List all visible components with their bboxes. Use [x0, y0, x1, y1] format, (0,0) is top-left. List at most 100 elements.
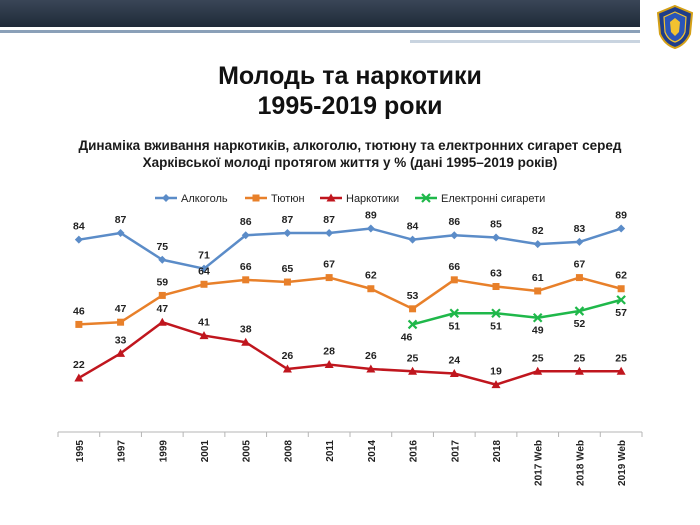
data-point — [74, 235, 83, 244]
data-label: 83 — [574, 223, 586, 235]
header-band — [0, 0, 640, 27]
data-point — [282, 364, 292, 373]
data-point — [616, 366, 626, 375]
x-tick-label: 2014 — [367, 440, 378, 463]
data-point — [116, 228, 125, 237]
x-tick-label: 2016 — [409, 440, 420, 463]
data-point — [492, 283, 500, 291]
data-label: 75 — [156, 241, 168, 253]
emblem-logo — [656, 4, 694, 50]
data-label: 33 — [115, 334, 127, 346]
data-point — [617, 224, 626, 233]
x-tick-label: 2005 — [242, 440, 253, 463]
data-point — [450, 276, 458, 284]
line-chart: Алкоголь Тютюн Наркотики Електронні сигарет… — [57, 193, 643, 486]
data-label: 41 — [198, 317, 210, 329]
data-point — [407, 319, 418, 330]
data-label: 28 — [323, 346, 335, 358]
data-point — [367, 285, 375, 293]
data-point — [492, 233, 500, 242]
data-label: 59 — [156, 276, 168, 288]
data-label: 84 — [407, 221, 419, 233]
data-label: 24 — [448, 354, 460, 366]
data-point — [491, 308, 501, 319]
data-point — [75, 320, 83, 328]
data-label: 46 — [73, 305, 85, 317]
data-label: 51 — [490, 320, 502, 332]
data-label: 65 — [282, 263, 294, 275]
data-point — [408, 235, 417, 244]
data-point — [242, 276, 250, 284]
data-label: 87 — [282, 214, 294, 226]
data-point — [283, 228, 292, 237]
header-divider-short — [410, 40, 640, 43]
data-point — [617, 285, 625, 293]
data-point — [574, 306, 585, 316]
data-point — [117, 318, 125, 326]
data-label: 46 — [401, 331, 413, 343]
data-label: 25 — [574, 352, 586, 364]
data-point — [241, 337, 251, 346]
data-label: 61 — [532, 272, 544, 284]
data-point — [241, 231, 250, 240]
data-point — [575, 237, 584, 246]
data-point — [449, 308, 460, 319]
data-label: 25 — [615, 352, 627, 364]
x-tick-label: 2018 — [492, 440, 503, 463]
x-tick-label: 2011 — [325, 440, 336, 462]
data-label: 51 — [448, 320, 460, 332]
x-tick-label: 1995 — [75, 440, 86, 463]
legend-label-3: Електронні сигарети — [441, 193, 545, 205]
data-point — [366, 364, 376, 373]
data-point — [116, 348, 126, 357]
data-label: 22 — [73, 359, 85, 371]
data-label: 86 — [448, 216, 460, 228]
data-label: 53 — [407, 290, 419, 302]
data-label: 89 — [615, 210, 627, 222]
data-point — [533, 366, 543, 375]
data-point — [450, 231, 459, 240]
data-label: 25 — [407, 352, 419, 364]
data-label: 52 — [574, 318, 586, 330]
data-point — [409, 305, 417, 313]
data-label: 67 — [574, 259, 586, 271]
data-label: 85 — [490, 218, 502, 230]
series-line-0 — [78, 227, 622, 270]
data-point — [616, 295, 626, 305]
x-tick-label: 2017 Web — [534, 440, 545, 486]
data-point — [408, 366, 418, 375]
data-point — [534, 287, 542, 295]
data-label: 57 — [615, 307, 627, 319]
data-point — [574, 366, 584, 375]
legend-marker-1 — [252, 194, 260, 202]
data-point — [533, 240, 542, 249]
legend-marker-3 — [421, 193, 431, 203]
data-label: 71 — [198, 250, 210, 262]
data-point — [491, 380, 501, 389]
data-point — [74, 373, 84, 382]
chart-subtitle-line2: Харківської молоді протягом життя у % (д… — [142, 155, 558, 170]
data-point — [324, 360, 334, 369]
x-tick-label: 1999 — [158, 440, 169, 463]
legend-label-0: Алкоголь — [181, 193, 228, 205]
x-tick-label: 2001 — [200, 440, 211, 463]
data-label: 82 — [532, 225, 544, 237]
data-point — [200, 280, 208, 288]
data-label: 66 — [448, 261, 460, 273]
x-tick-label: 2018 Web — [575, 440, 586, 486]
data-point — [366, 224, 375, 233]
x-tick-label: 2008 — [283, 440, 294, 463]
data-label: 26 — [365, 350, 377, 362]
series-line-1 — [78, 276, 622, 326]
data-label: 47 — [115, 303, 127, 315]
legend-marker-0 — [162, 194, 170, 202]
legend-label-1: Тютюн — [271, 193, 305, 205]
data-label: 26 — [282, 350, 294, 362]
data-point — [575, 274, 583, 282]
data-label: 38 — [240, 323, 252, 335]
data-label: 62 — [365, 270, 377, 282]
data-label: 47 — [156, 303, 168, 315]
data-point — [449, 368, 459, 377]
data-label: 49 — [532, 325, 544, 337]
data-point — [158, 255, 167, 264]
